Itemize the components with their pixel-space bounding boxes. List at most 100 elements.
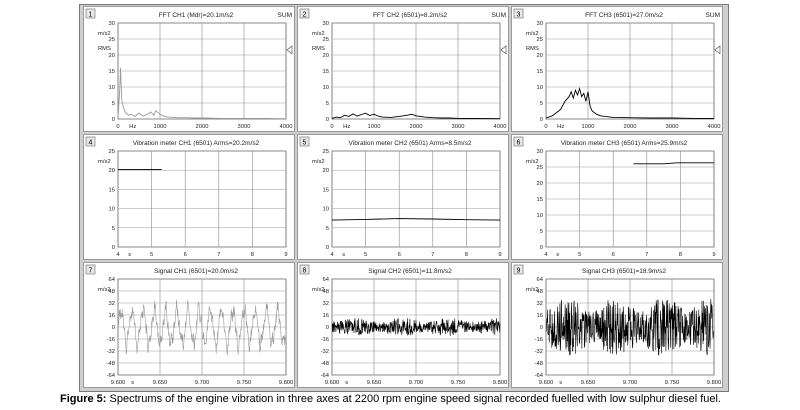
y-axis-measure: RMS bbox=[98, 46, 111, 52]
y-tick-label: 20 bbox=[323, 53, 329, 59]
chart-panel-5: 5 Vibration meter CH2 (6501) Arms=8.5m/s2… bbox=[297, 134, 509, 260]
x-tick-label: 9 bbox=[498, 252, 501, 258]
y-tick-label: 20 bbox=[323, 168, 329, 174]
panel-number-box[interactable] bbox=[299, 8, 310, 19]
x-axis-unit: s bbox=[559, 380, 562, 386]
chart-title: Vibration meter CH1 (6501) Arms=20.2m/s2 bbox=[133, 140, 260, 147]
y-tick-label: 15 bbox=[537, 197, 543, 203]
x-axis-unit: s bbox=[131, 380, 134, 386]
panel-number-box[interactable] bbox=[513, 136, 524, 147]
panel-number-box[interactable] bbox=[85, 8, 96, 19]
x-tick-label: 8 bbox=[679, 252, 682, 258]
chart-title: Signal CH3 (6501)=18.9m/s2 bbox=[582, 268, 666, 275]
x-tick-label: 0 bbox=[330, 124, 333, 130]
panel-number-box[interactable] bbox=[513, 8, 524, 19]
chart-panel-9: 9 Signal CH3 (6501)=18.9m/s2 9.600 9.650 9.7… bbox=[511, 262, 723, 388]
x-tick-label: 9.650 bbox=[367, 380, 382, 386]
x-tick-label: 6 bbox=[398, 252, 401, 258]
chart-svg-5: 5 Vibration meter CH2 (6501) Arms=8.5m/s2… bbox=[299, 136, 502, 258]
cursor-marker-icon[interactable] bbox=[714, 45, 721, 55]
y-tick-label: 25 bbox=[537, 37, 543, 43]
x-tick-label: 3000 bbox=[452, 124, 465, 130]
x-tick-label: 7 bbox=[645, 252, 648, 258]
y-axis-measure: RMS bbox=[312, 46, 325, 52]
panel-number-box[interactable] bbox=[299, 264, 310, 275]
x-tick-label: 9.650 bbox=[581, 380, 596, 386]
x-tick-label: 9.800 bbox=[493, 380, 508, 386]
x-axis-unit: s bbox=[345, 380, 348, 386]
y-tick-label: 5 bbox=[112, 101, 115, 107]
x-tick-label: 9.800 bbox=[279, 380, 294, 386]
x-tick-label: 4000 bbox=[280, 124, 293, 130]
cursor-marker-icon[interactable] bbox=[286, 45, 293, 55]
chart-svg-3: 3 FFT CH3 (6501)=27.0m/s2 SUM 0 1000 2000 3000… bbox=[513, 8, 721, 130]
x-axis-unit: Hz bbox=[129, 124, 136, 130]
y-tick-label: 25 bbox=[109, 149, 115, 155]
x-tick-label: 4 bbox=[116, 252, 120, 258]
y-tick-label: 20 bbox=[537, 181, 543, 187]
y-tick-label: 48 bbox=[109, 289, 115, 295]
x-tick-label: 9.700 bbox=[623, 380, 638, 386]
chart-svg-1: 1 FFT CH1 (Mdr)=20.1m/s2 SUM 0 1000 2000 3000 4… bbox=[85, 8, 293, 130]
x-tick-label: 2000 bbox=[196, 124, 209, 130]
y-tick-label: 0 bbox=[112, 325, 115, 331]
y-tick-label: 32 bbox=[109, 301, 115, 307]
y-tick-label: 0 bbox=[326, 245, 329, 251]
panel-number: 1 bbox=[89, 12, 93, 19]
y-tick-label: 30 bbox=[537, 149, 543, 155]
y-tick-label: -64 bbox=[107, 373, 116, 379]
y-tick-label: 15 bbox=[109, 69, 115, 75]
y-tick-label: 30 bbox=[323, 21, 329, 27]
y-tick-label: 15 bbox=[537, 69, 543, 75]
y-tick-label: 64 bbox=[323, 277, 330, 283]
y-tick-label: 0 bbox=[326, 325, 329, 331]
panel-number: 5 bbox=[303, 140, 307, 147]
chart-title: Vibration meter CH2 (6501) Arms=8.5m/s2 bbox=[349, 140, 472, 147]
x-axis-unit: s bbox=[342, 252, 345, 258]
chart-title: FFT CH1 (Mdr)=20.1m/s2 bbox=[159, 12, 234, 19]
x-tick-label: 5 bbox=[150, 252, 153, 258]
x-tick-label: 2000 bbox=[624, 124, 637, 130]
x-axis-unit: Hz bbox=[343, 124, 350, 130]
series-line bbox=[633, 162, 714, 165]
y-tick-label: 10 bbox=[109, 207, 115, 213]
panel-number-box[interactable] bbox=[85, 136, 96, 147]
y-tick-label: 20 bbox=[537, 53, 543, 59]
x-tick-label: 9.600 bbox=[111, 380, 126, 386]
x-tick-label: 9.800 bbox=[707, 380, 722, 386]
x-tick-label: 9.650 bbox=[153, 380, 168, 386]
panel-number-box[interactable] bbox=[85, 264, 96, 275]
x-tick-label: 6 bbox=[612, 252, 615, 258]
x-tick-label: 9.750 bbox=[665, 380, 680, 386]
chart-title: FFT CH3 (6501)=27.0m/s2 bbox=[585, 12, 663, 19]
y-tick-label: 0 bbox=[540, 117, 543, 123]
y-tick-label: 30 bbox=[109, 21, 115, 27]
series-line bbox=[117, 67, 287, 120]
panel-number: 3 bbox=[517, 12, 521, 19]
y-tick-label: 25 bbox=[109, 37, 115, 43]
chart-panel-7: 7 Signal CH1 (6501)=20.0m/s2 9.600 9.650 9.7… bbox=[83, 262, 295, 388]
sum-tag: SUM bbox=[278, 12, 292, 19]
y-axis-unit: m/s2 bbox=[98, 159, 111, 165]
y-tick-label: 48 bbox=[537, 289, 543, 295]
y-tick-label: 5 bbox=[326, 226, 329, 232]
panel-number-box[interactable] bbox=[299, 136, 310, 147]
y-tick-label: -16 bbox=[321, 337, 329, 343]
y-tick-label: 32 bbox=[537, 301, 543, 307]
y-tick-label: 5 bbox=[112, 226, 115, 232]
y-tick-label: 0 bbox=[326, 117, 329, 123]
panel-number: 2 bbox=[303, 12, 307, 19]
chart-title: FFT CH2 (6501)=8.2m/s2 bbox=[373, 12, 448, 19]
chart-title: Signal CH1 (6501)=20.0m/s2 bbox=[154, 268, 238, 275]
x-tick-label: 9.700 bbox=[409, 380, 424, 386]
y-axis-unit: m/s2 bbox=[98, 287, 111, 293]
y-tick-label: 0 bbox=[540, 245, 543, 251]
cursor-marker-icon[interactable] bbox=[500, 45, 507, 55]
x-tick-label: 1000 bbox=[154, 124, 167, 130]
panel-number-box[interactable] bbox=[513, 264, 524, 275]
y-tick-label: -48 bbox=[321, 361, 329, 367]
panel-number: 6 bbox=[517, 140, 521, 147]
x-axis-unit: Hz bbox=[557, 124, 564, 130]
y-tick-label: 20 bbox=[109, 168, 115, 174]
panel-number: 4 bbox=[89, 140, 93, 147]
